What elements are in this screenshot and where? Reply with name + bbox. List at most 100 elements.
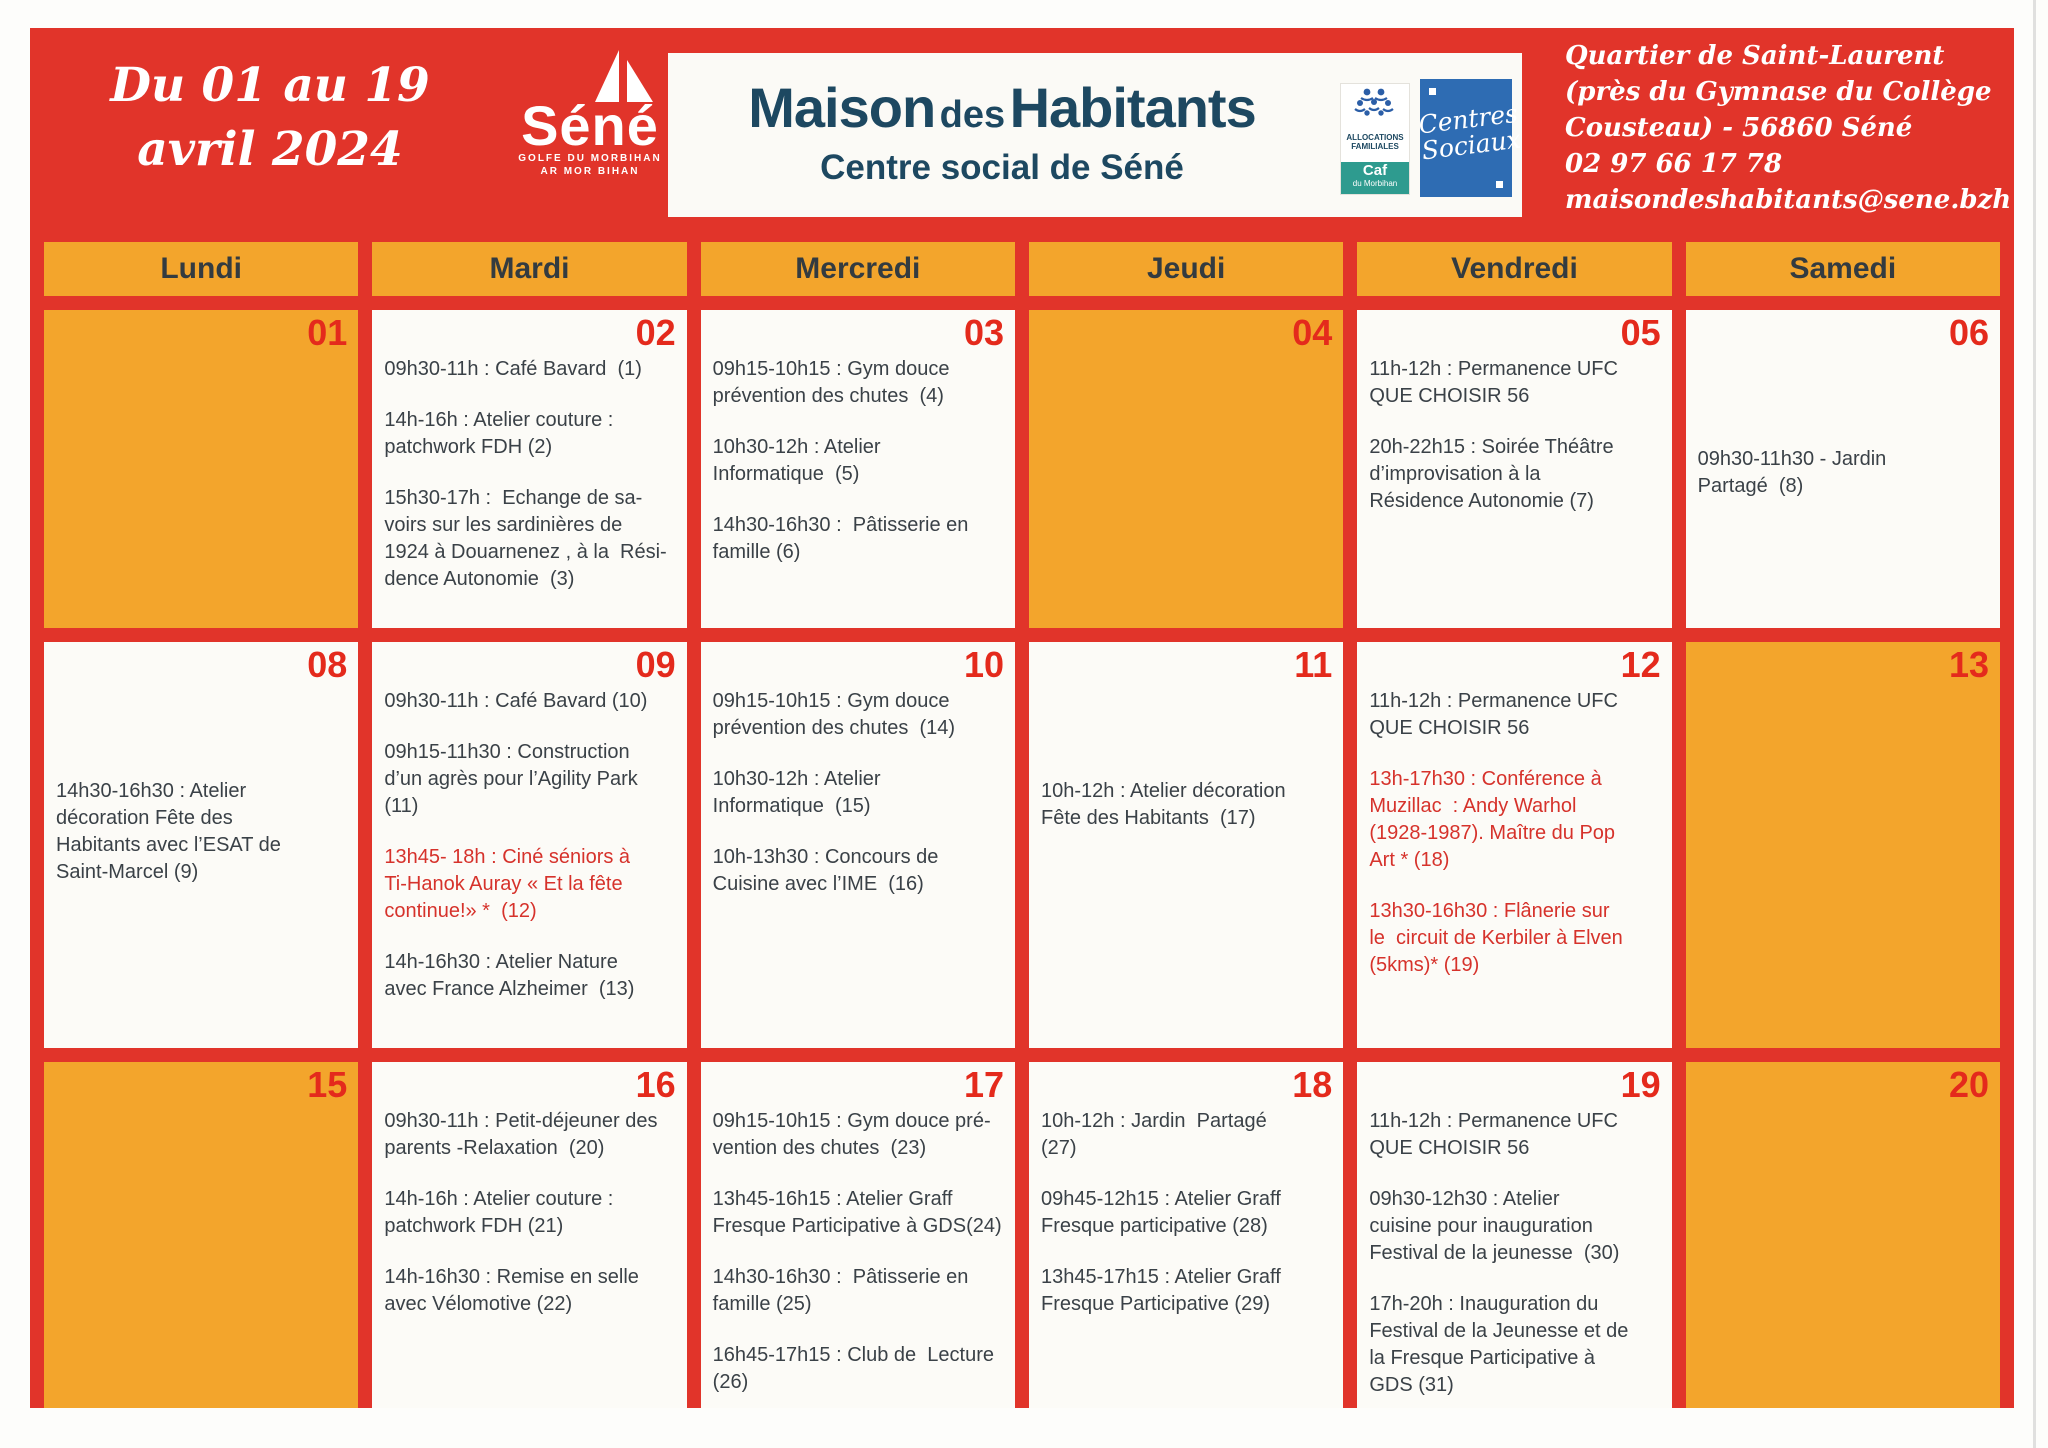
- event: 14h30-16h30 : Pâtisserie en famille (25): [712, 1266, 969, 1315]
- caf-logo-line2: FAMILIALES: [1351, 142, 1399, 151]
- calendar-cell-06: 06 09h30-11h30 - Jardin Partagé (8): [1685, 310, 2000, 628]
- centres-sociaux-text: Centres Sociaux: [1417, 99, 1522, 166]
- event: 14h-16h : Atelier couture : patchwork FD…: [384, 1188, 614, 1237]
- event: 10h-12h : Atelier décoration Fête des Ha…: [1041, 780, 1286, 829]
- day-header-lundi: Lundi: [44, 242, 359, 296]
- day-number: 02: [635, 312, 676, 353]
- day-number: 20: [1948, 1064, 1989, 1105]
- sene-logo-name: Séné: [521, 94, 659, 157]
- page-subtitle: Centre social de Séné: [820, 148, 1184, 187]
- event: 11h-12h : Permanence UFC QUE CHOISIR 56: [1369, 690, 1618, 739]
- centres-sociaux-logo: Centres Sociaux: [1417, 79, 1522, 197]
- event: 09h30-11h30 - Jardin Partagé (8): [1697, 448, 1887, 497]
- event: 09h15-10h15 : Gym douce prévention des c…: [712, 358, 950, 407]
- event: 16h45-17h15 : Club de Lecture (26): [712, 1344, 994, 1393]
- caf-logo-line1: ALLOCATIONS: [1346, 133, 1404, 142]
- event: 09h30-12h30 : Atelier cuisine pour inaug…: [1369, 1188, 1620, 1264]
- event: 14h-16h : Atelier couture : patchwork FD…: [384, 409, 614, 458]
- day-number: 04: [1292, 312, 1333, 353]
- event: 14h-16h30 : Remise en selle avec Vélomot…: [384, 1266, 639, 1315]
- event: 14h30-16h30 : Pâtisserie en famille (6): [712, 514, 969, 563]
- caf-logo-band: Caf du Morbihan: [1341, 162, 1409, 194]
- sailboat-icon: [595, 50, 653, 102]
- calendar-cell-13: 13: [1685, 642, 2000, 1048]
- contact-address: Quartier de Saint-Laurent (près du Gymna…: [1565, 38, 2025, 218]
- calendar-cell-20: 20: [1685, 1062, 2000, 1408]
- day-number: 03: [963, 312, 1004, 353]
- event: 09h30-11h : Petit-déjeuner des parents -…: [384, 1110, 658, 1159]
- calendar-cell-05: 05 11h-12h : Permanence UFC QUE CHOISIR 5…: [1357, 310, 1672, 628]
- day-header-mardi: Mardi: [372, 242, 687, 296]
- sene-logo-tagline2: AR MOR BIHAN: [540, 166, 640, 177]
- event: 11h-12h : Permanence UFC QUE CHOISIR 56: [1369, 358, 1618, 407]
- calendar-cell-02: 02 09h30-11h : Café Bavard (1) 14h-16h : A…: [372, 310, 687, 628]
- caf-family-icon: [1354, 88, 1394, 116]
- event: 09h30-11h : Café Bavard (10): [384, 690, 648, 712]
- address-line: Quartier de Saint-Laurent: [1565, 41, 1945, 71]
- address-line: (près du Gymnase du Collège: [1565, 77, 1992, 107]
- calendar-cell-08: 08 14h30-16h30 : Atelier décoration Fête …: [44, 642, 359, 1048]
- day-number: 19: [1620, 1064, 1661, 1105]
- title-word-habitants: Habitants: [1009, 76, 1257, 139]
- title-word-des: des: [939, 94, 1006, 136]
- event: 09h45-12h15 : Atelier Graff Fresque part…: [1041, 1188, 1281, 1237]
- calendar-cell-10: 10 09h15-10h15 : Gym douce prévention des…: [700, 642, 1015, 1048]
- event: 09h30-11h : Café Bavard (1): [384, 358, 642, 380]
- calendar-cell-19: 19 11h-12h : Permanence UFC QUE CHOISIR 5…: [1357, 1062, 1672, 1408]
- day-number: 05: [1620, 312, 1661, 353]
- sene-town-logo: Séné GOLFE DU MORBIHAN AR MOR BIHAN: [485, 48, 695, 178]
- title-line: Maison des Habitants: [668, 75, 1336, 140]
- event: 09h15-10h15 : Gym douce pré- vention des…: [712, 1110, 991, 1159]
- address-line: Cousteau) - 56860 Séné: [1565, 113, 1913, 143]
- event: 10h-12h : Jardin Partagé (27): [1041, 1110, 1267, 1159]
- event: 09h15-10h15 : Gym douce prévention des c…: [712, 690, 956, 739]
- day-number: 06: [1948, 312, 1989, 353]
- day-header-jeudi: Jeudi: [1029, 242, 1344, 296]
- calendar-cell-09: 09 09h30-11h : Café Bavard (10) 09h15-11h3…: [372, 642, 687, 1048]
- logo-dot: [1496, 181, 1503, 188]
- day-number: 17: [963, 1064, 1004, 1105]
- date-range: Du 01 au 19 avril 2024: [90, 54, 450, 182]
- caf-logo: ALLOCATIONS FAMILIALES Caf du Morbihan: [1340, 83, 1410, 195]
- event: 11h-12h : Permanence UFC QUE CHOISIR 56: [1369, 1110, 1618, 1159]
- day-number: 09: [635, 644, 676, 685]
- event: 14h-16h30 : Atelier Nature avec France A…: [384, 951, 635, 1000]
- calendar-cell-18: 18 10h-12h : Jardin Partagé (27) 09h45-12h…: [1029, 1062, 1344, 1408]
- sene-logo-tagline1: GOLFE DU MORBIHAN: [518, 153, 662, 164]
- title-word-maison: Maison: [748, 76, 936, 139]
- event: 10h-13h30 : Concours de Cuisine avec l’I…: [712, 846, 939, 895]
- event: 20h-22h15 : Soirée Théâtre d’improvisati…: [1369, 436, 1614, 512]
- day-number: 13: [1948, 644, 1989, 685]
- day-number: 08: [307, 644, 348, 685]
- title-box: Maison des Habitants Centre social de Sé…: [668, 53, 1522, 217]
- day-number: 15: [307, 1064, 348, 1105]
- event: 17h-20h : Inauguration du Festival de la…: [1369, 1293, 1629, 1396]
- day-number: 16: [635, 1064, 676, 1105]
- calendar-cell-03: 03 09h15-10h15 : Gym douce prévention des…: [700, 310, 1015, 628]
- calendar-cell-16: 16 09h30-11h : Petit-déjeuner des parents…: [372, 1062, 687, 1408]
- date-range-line2: avril 2024: [137, 122, 403, 177]
- day-header-vendredi: Vendredi: [1357, 242, 1672, 296]
- phone-number: 02 97 66 17 78: [1565, 149, 1783, 179]
- day-header-mercredi: Mercredi: [700, 242, 1015, 296]
- day-number: 12: [1620, 644, 1661, 685]
- calendar-cell-12: 12 11h-12h : Permanence UFC QUE CHOISIR 5…: [1357, 642, 1672, 1048]
- event: 09h15-11h30 : Construction d’un agrès po…: [384, 741, 638, 817]
- calendar-cell-04: 04: [1029, 310, 1344, 628]
- day-number: 11: [1294, 644, 1333, 685]
- event: 13h45-17h15 : Atelier Graff Fresque Part…: [1041, 1266, 1281, 1315]
- event: 10h30-12h : Atelier Informatique (5): [712, 436, 881, 485]
- day-number: 18: [1292, 1064, 1333, 1105]
- event-highlighted: 13h30-16h30 : Flânerie sur le circuit de…: [1369, 900, 1623, 976]
- calendar-cell-15: 15: [44, 1062, 359, 1408]
- event-highlighted: 13h45- 18h : Ciné séniors à Ti-Hanok Aur…: [384, 846, 631, 922]
- event: 15h30-17h : Echange de sa- voirs sur les…: [384, 487, 667, 590]
- calendar-grid: Lundi Mardi Mercredi Jeudi Vendredi Samedi 01 0…: [30, 242, 2014, 1408]
- email-address: maisondeshabitants@sene.bzh: [1565, 185, 2012, 215]
- event-highlighted: 13h-17h30 : Conférence à Muzillac : Andy…: [1369, 768, 1616, 871]
- calendar-cell-11: 11 10h-12h : Atelier décoration Fête des …: [1029, 642, 1344, 1048]
- caf-logo-region: du Morbihan: [1352, 179, 1398, 188]
- calendar-cell-17: 17 09h15-10h15 : Gym douce pré- vention d…: [700, 1062, 1015, 1408]
- event: 13h45-16h15 : Atelier Graff Fresque Part…: [712, 1188, 1002, 1237]
